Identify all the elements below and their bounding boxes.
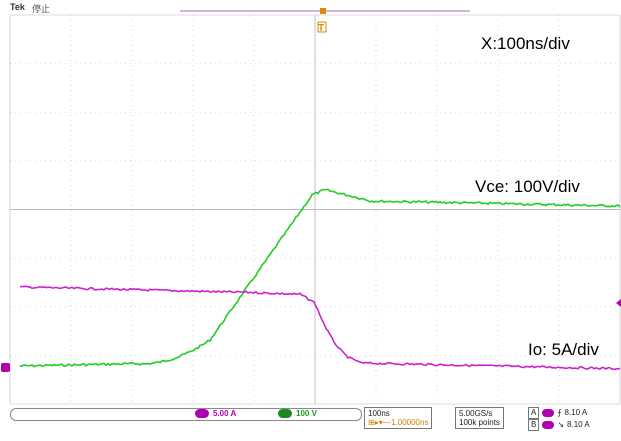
- trigger-a-level: 8.10 A: [564, 408, 588, 417]
- trigger-a-channel-icon: [542, 409, 555, 417]
- trigger-b-level: 8.10 A: [567, 420, 590, 429]
- brand-label: Tek: [10, 2, 25, 12]
- horizontal-readout[interactable]: 100ns ⊞▸▾─-1.00000ns: [364, 407, 433, 429]
- record-length: 100k points: [459, 418, 500, 427]
- acquisition-status: 停止: [32, 4, 51, 14]
- trigger-b-label: B: [528, 419, 540, 431]
- vce-trace: [19, 188, 621, 368]
- current-channel-icon: [195, 409, 209, 419]
- channel-readout-frame: [10, 408, 362, 421]
- rising-edge-icon: ⨍: [557, 408, 562, 417]
- trigger-marker-box: [317, 21, 327, 33]
- status-bar: 5.00 A 100 V 100ns ⊞▸▾─-1.00000ns 5.00GS…: [0, 405, 621, 436]
- trigger-position-icon: ⊞▸▾─: [368, 418, 389, 427]
- timebase-annotation: X:100ns/div: [481, 34, 570, 53]
- trigger-b-channel-icon: [542, 421, 555, 429]
- voltage-scale-annotation: Vce: 100V/div: [475, 177, 580, 196]
- current-scale-annotation: Io: 5A/div: [528, 340, 599, 359]
- voltage-channel-readout[interactable]: 100 V: [278, 409, 317, 419]
- io-trace: [19, 285, 621, 371]
- acquisition-readout[interactable]: 5.00GS/s 100k points: [455, 407, 504, 429]
- horizontal-position: -1.00000ns: [388, 418, 429, 427]
- trigger-marker-top: [320, 8, 326, 14]
- voltage-channel-scale: 100 V: [296, 409, 317, 418]
- trigger-a-label: A: [528, 407, 540, 419]
- voltage-channel-icon: [278, 409, 292, 419]
- current-channel-readout[interactable]: 5.00 A: [195, 409, 237, 419]
- trigger-marker-label: T: [318, 23, 324, 34]
- horizontal-scale: 100ns: [368, 409, 390, 418]
- current-channel-scale: 5.00 A: [213, 409, 237, 418]
- trigger-level-marker: [616, 299, 621, 307]
- top-bar: Tek 停止: [0, 0, 621, 16]
- channel-ground-marker: [1, 363, 10, 372]
- trigger-readout[interactable]: A ⨍ 8.10 A B ↘ 8.10 A: [528, 407, 590, 431]
- sample-rate: 5.00GS/s: [459, 409, 493, 418]
- falling-edge-icon: ↘: [557, 420, 565, 429]
